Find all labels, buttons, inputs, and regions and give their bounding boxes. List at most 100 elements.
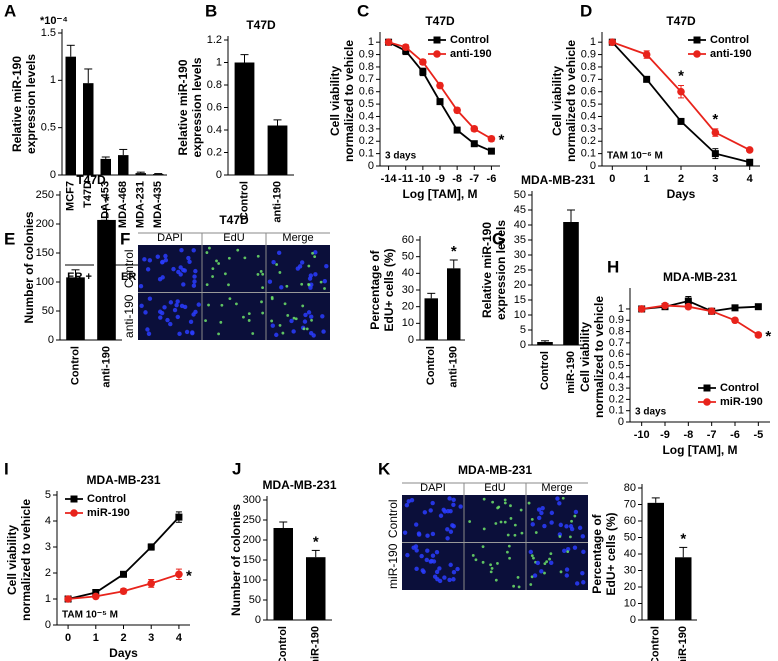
panel-letter: B	[205, 1, 217, 20]
y-tick-label: 35	[514, 234, 526, 246]
y-tick-label: 0	[520, 339, 526, 351]
cell	[540, 505, 545, 511]
cell	[573, 509, 579, 515]
cell	[168, 321, 173, 327]
cell	[565, 546, 571, 552]
cell	[145, 327, 150, 332]
data-point	[707, 307, 716, 316]
y-tick-label: 1	[618, 303, 624, 315]
x-tick-label: -8	[683, 429, 693, 441]
cell	[193, 309, 198, 315]
cell	[247, 312, 251, 316]
x-tick-label: MDA-468	[117, 181, 129, 228]
cell	[323, 287, 326, 290]
cell	[309, 314, 314, 319]
cell	[451, 577, 456, 582]
x-axis-label: Log [TAM], M	[402, 187, 477, 201]
image-row-label: Control	[386, 499, 400, 538]
cell	[557, 532, 563, 537]
cell	[299, 260, 305, 265]
data-point	[64, 595, 72, 603]
cell	[458, 504, 463, 509]
cell	[447, 496, 452, 501]
data-point	[453, 106, 461, 115]
significance-marker: *	[712, 111, 718, 128]
significance-marker: *	[104, 192, 110, 209]
cell	[549, 520, 554, 525]
x-tick-label: Control	[425, 346, 437, 385]
cell	[160, 275, 165, 280]
cell	[445, 536, 450, 541]
cell	[187, 259, 192, 264]
note: TAM 10⁻⁶ M	[607, 151, 663, 162]
y-axis-label: expression levels	[494, 220, 508, 320]
data-point	[119, 587, 128, 595]
y-axis-label: normalized to vehicle	[342, 40, 356, 162]
cell	[271, 260, 276, 265]
cell	[175, 299, 180, 304]
legend-marker	[703, 384, 711, 392]
cell	[191, 248, 196, 253]
legend-marker	[433, 36, 441, 44]
y-tick-label: 200	[36, 218, 54, 230]
cell	[172, 307, 178, 313]
cell	[174, 302, 179, 308]
cell	[243, 256, 247, 260]
cell	[311, 251, 314, 255]
bar	[447, 268, 461, 340]
data-point	[745, 146, 754, 154]
cell	[228, 297, 232, 301]
cell	[138, 284, 144, 289]
y-tick-label: 0.1	[581, 148, 596, 160]
cell	[430, 531, 436, 537]
x-tick-label: Control	[69, 346, 81, 385]
cell	[191, 283, 197, 288]
y-tick-label: 0.9	[609, 314, 624, 326]
y-tick-label: 1.5	[41, 27, 56, 39]
cell	[414, 566, 419, 572]
cell	[301, 304, 305, 308]
y-axis-label: EdU+ cells (%)	[604, 512, 618, 595]
cell	[508, 556, 511, 560]
cell	[489, 570, 493, 574]
y-axis-label: Number of colonies	[22, 211, 36, 323]
cell	[451, 570, 457, 575]
panel-letter: J	[232, 459, 241, 478]
y-tick-label: 300	[243, 494, 261, 506]
y-tick-label: 1	[50, 74, 56, 86]
y-tick-label: 0.4	[359, 110, 374, 122]
cell	[497, 505, 501, 509]
series-line	[611, 41, 750, 164]
cell	[513, 533, 517, 537]
y-tick-label: 15	[514, 294, 526, 306]
cell	[143, 310, 148, 315]
cell	[302, 327, 306, 331]
cell	[558, 535, 562, 538]
significance-marker: *	[680, 530, 686, 547]
x-tick-label: 3	[712, 173, 718, 185]
cell	[434, 569, 440, 575]
chart-title: T47D	[76, 173, 106, 187]
cell	[416, 532, 422, 537]
y-tick-label: 40	[514, 219, 526, 231]
cell	[303, 312, 308, 318]
cell	[278, 323, 282, 327]
data-point	[401, 43, 410, 51]
cell	[158, 315, 163, 320]
significance-marker: *	[186, 567, 192, 584]
cell	[324, 263, 329, 269]
x-tick-label: -6	[487, 173, 497, 185]
x-tick-label: -7	[707, 429, 717, 441]
cell	[574, 581, 580, 586]
cell	[163, 253, 168, 259]
x-tick-label: 4	[747, 173, 754, 185]
cell	[468, 520, 472, 523]
y-axis-label: Cell viability	[578, 322, 592, 392]
y-axis-label: Number of colonies	[229, 504, 243, 616]
cell	[549, 560, 554, 566]
y-tick-label: 0.4	[581, 110, 596, 122]
y-tick-label: 0.2	[359, 135, 374, 147]
data-point	[661, 301, 669, 310]
x-tick-label: 0	[609, 173, 615, 185]
y-tick-label: 0.6	[609, 348, 624, 360]
